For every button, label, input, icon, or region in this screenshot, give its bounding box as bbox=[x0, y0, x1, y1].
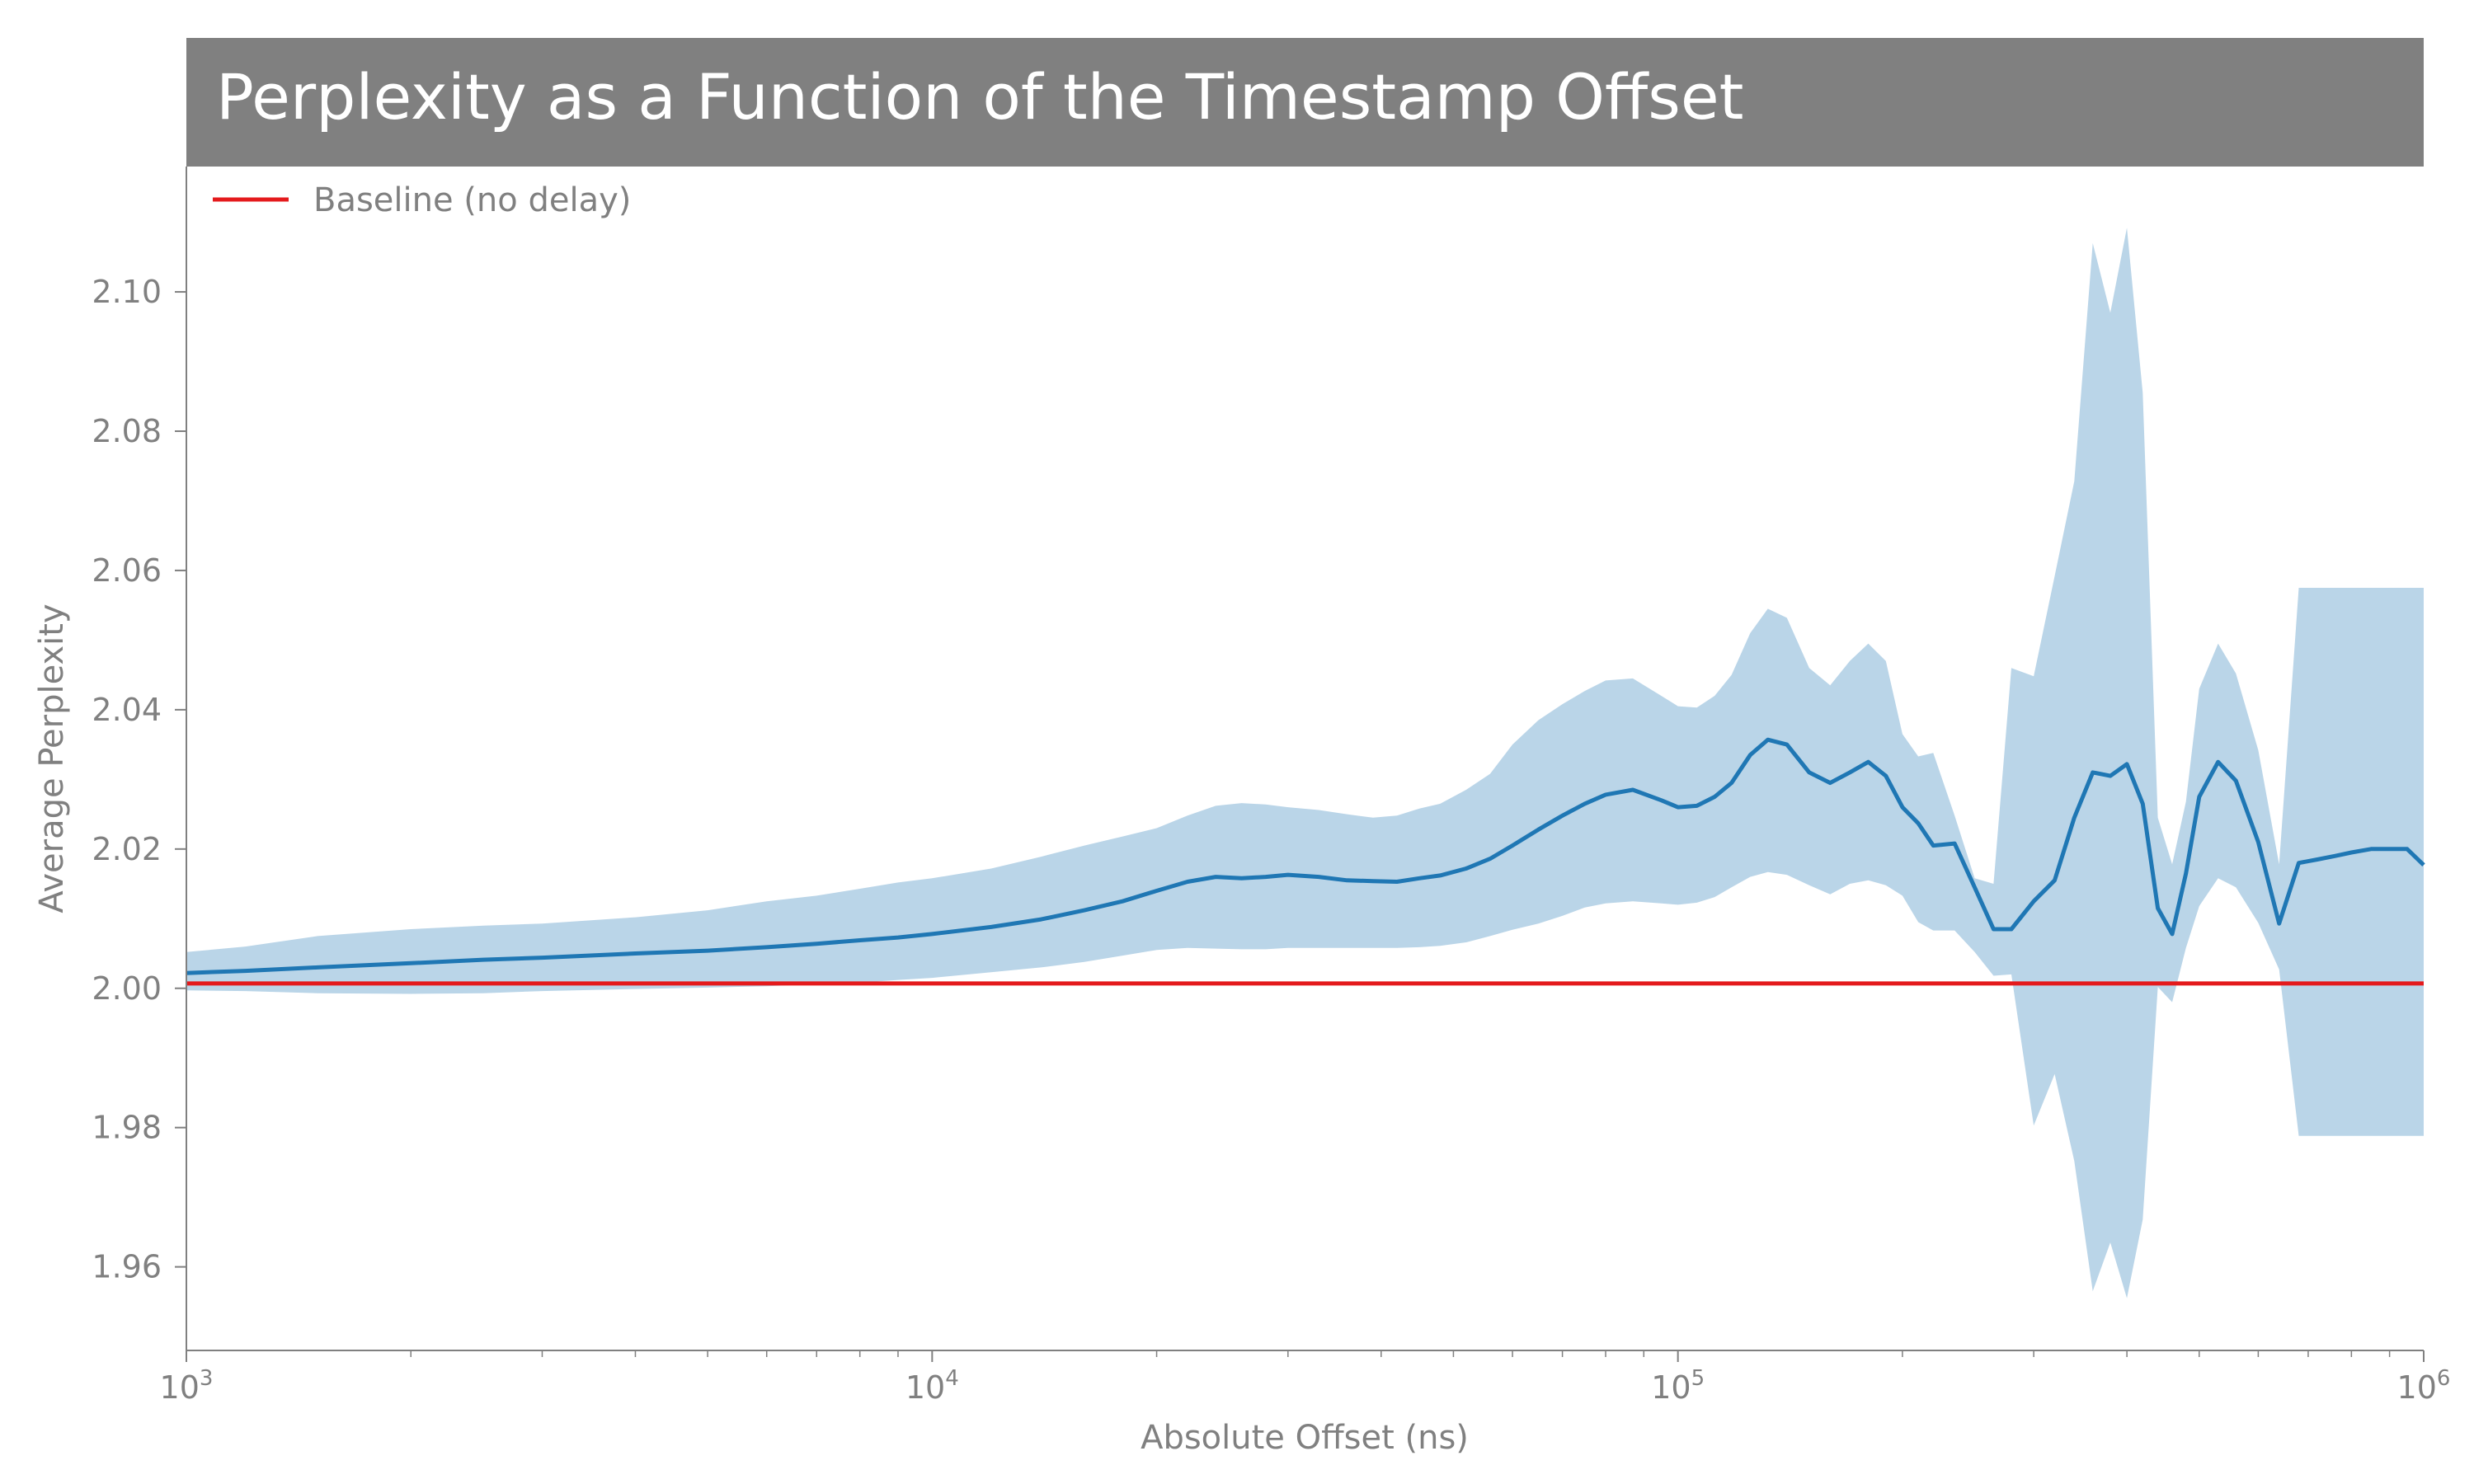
title-bar bbox=[186, 38, 2424, 167]
x-tick-label: 104 bbox=[905, 1366, 959, 1406]
y-tick-label: 2.06 bbox=[92, 552, 162, 589]
y-tick-label: 1.98 bbox=[92, 1110, 162, 1146]
confidence-band-layer bbox=[186, 228, 2424, 1298]
y-tick-label: 2.04 bbox=[92, 692, 162, 728]
x-tick-label: 105 bbox=[1651, 1366, 1705, 1406]
y-tick-layer: 1.96 1.98 2.00 2.02 2.04 2.06 2.08 2.10 bbox=[92, 274, 186, 1285]
x-tick-layer: 103 104 105 106 bbox=[160, 1350, 2451, 1406]
mean-line-layer bbox=[186, 737, 2425, 975]
x-tick-label: 103 bbox=[160, 1366, 214, 1406]
x-axis-label: Absolute Offset (ns) bbox=[1141, 1419, 1469, 1457]
y-tick-label: 2.00 bbox=[92, 970, 162, 1007]
y-tick-label: 2.10 bbox=[92, 274, 162, 310]
confidence-band bbox=[186, 228, 2424, 1298]
x-tick-label: 106 bbox=[2397, 1366, 2451, 1406]
y-axis-label: Average Perplexity bbox=[33, 603, 71, 913]
y-tick-label: 2.02 bbox=[92, 831, 162, 867]
chart-title: Perplexity as a Function of the Timestam… bbox=[216, 60, 1743, 134]
y-tick-label: 1.96 bbox=[92, 1249, 162, 1285]
legend-baseline-label: Baseline (no delay) bbox=[313, 181, 631, 219]
y-tick-label: 2.08 bbox=[92, 413, 162, 449]
mean-perplexity-line bbox=[186, 737, 2425, 975]
